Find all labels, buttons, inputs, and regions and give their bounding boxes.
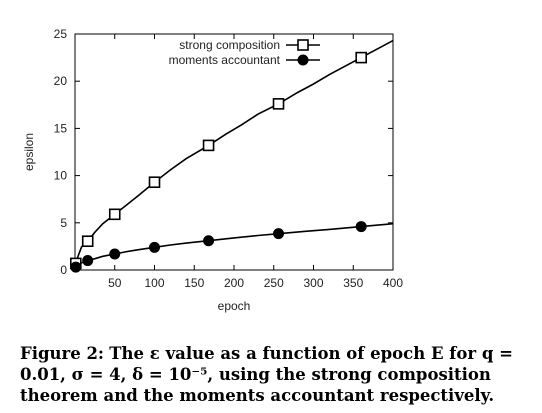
data-point (108, 208, 121, 221)
y-tick-label: 10 (54, 169, 68, 183)
series-line (75, 222, 394, 268)
x-tick-label: 400 (383, 276, 403, 290)
data-point (81, 235, 94, 248)
figure-caption: Figure 2: The ε value as a function of e… (20, 343, 520, 406)
data-point (70, 261, 82, 273)
legend-marker (297, 54, 309, 66)
y-tick-label: 5 (60, 216, 67, 230)
series-strong-composition (69, 39, 394, 270)
y-tick-label: 20 (54, 74, 68, 88)
y-axis-label: epsilon (22, 133, 36, 171)
x-axis-label: epoch (218, 299, 251, 313)
x-tick-label: 350 (343, 276, 363, 290)
legend-label: moments accountant (169, 53, 281, 67)
data-point (149, 241, 160, 253)
data-point (148, 176, 161, 189)
x-tick-label: 150 (184, 276, 204, 290)
line-chart: 0 5 10 15 20 25 50 100 150 200 250 300 350 400 strong… (22, 27, 404, 313)
data-point (355, 221, 367, 233)
x-tick-label: 250 (264, 276, 284, 290)
caption-text: The ε value as a function of epoch E for… (20, 344, 513, 405)
data-point (273, 228, 285, 240)
data-point (109, 248, 121, 260)
y-tick-label: 0 (60, 263, 67, 277)
data-point (203, 235, 215, 247)
legend-marker (297, 39, 309, 51)
x-tick-label: 50 (108, 276, 122, 290)
data-point (272, 98, 285, 110)
data-point (355, 51, 368, 64)
x-tick-label: 200 (224, 276, 244, 290)
x-tick-label: 300 (303, 276, 323, 290)
caption-label: Figure 2: (20, 344, 105, 363)
axes: 0 5 10 15 20 25 50 100 150 200 250 300 350 400 (54, 27, 404, 290)
series-layer (69, 39, 394, 273)
legend-label: strong composition (179, 38, 280, 52)
y-tick-label: 15 (54, 121, 68, 135)
series-line (75, 39, 394, 264)
x-tick-label: 100 (144, 276, 164, 290)
plot-frame (74, 33, 394, 271)
series-moments-accountant (70, 221, 394, 273)
y-tick-label: 25 (54, 27, 68, 41)
data-point (82, 255, 94, 267)
data-point (202, 139, 215, 152)
